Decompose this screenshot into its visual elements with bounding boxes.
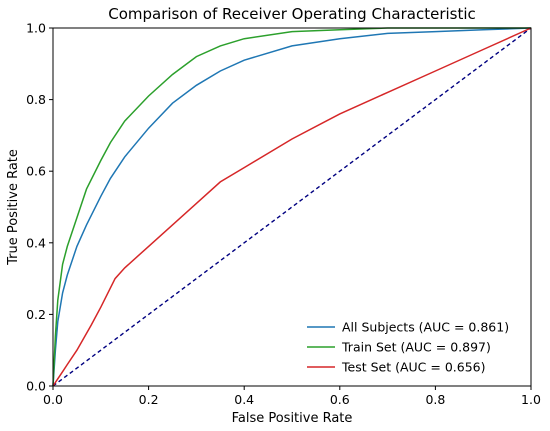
legend-entry-label: Test Set (AUC = 0.656) — [341, 360, 485, 375]
y-tick-label: 0.4 — [26, 235, 46, 250]
y-axis-ticks: 0.0 0.2 0.4 0.6 0.8 1.0 — [26, 21, 53, 394]
x-tick-label: 0.0 — [43, 392, 63, 407]
series-line-1 — [52, 27, 531, 387]
x-tick-label: 0.8 — [425, 392, 445, 407]
plot-lines — [52, 27, 532, 387]
y-axis-label: True Positive Rate — [6, 149, 21, 266]
x-tick-label: 1.0 — [521, 392, 541, 407]
legend-entry-label: All Subjects (AUC = 0.861) — [342, 320, 509, 335]
legend-entry-label: Train Set (AUC = 0.897) — [341, 340, 491, 355]
plot-frame — [52, 27, 532, 387]
y-tick-label: 0.6 — [26, 164, 46, 179]
legend: All Subjects (AUC = 0.861) Train Set (AUC… — [307, 320, 509, 375]
y-tick-label: 0.0 — [26, 379, 46, 394]
series-line-0 — [52, 27, 532, 387]
chance-diagonal-line — [52, 27, 532, 387]
x-axis-ticks: 0.0 0.2 0.4 0.6 0.8 1.0 — [43, 386, 541, 407]
x-tick-label: 0.4 — [234, 392, 254, 407]
y-tick-label: 0.2 — [26, 307, 46, 322]
series-line-2 — [52, 27, 532, 387]
x-axis-label: False Positive Rate — [232, 411, 353, 426]
x-tick-label: 0.2 — [139, 392, 159, 407]
y-tick-label: 1.0 — [26, 21, 46, 36]
y-tick-label: 0.8 — [26, 92, 46, 107]
x-tick-label: 0.6 — [330, 392, 350, 407]
chart-title: Comparison of Receiver Operating Charact… — [108, 5, 476, 23]
